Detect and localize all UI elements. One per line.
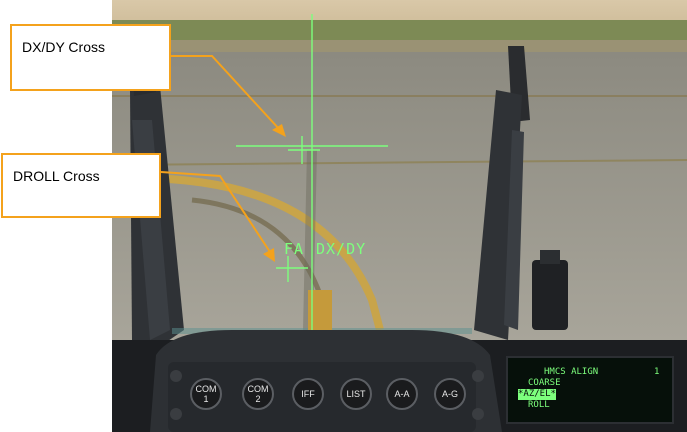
dxdy-arrow-line	[171, 55, 281, 131]
canopy-frame-right-inner	[504, 130, 524, 330]
taxiway-line	[112, 159, 687, 166]
ded-roll: ROLL	[528, 400, 550, 410]
com2-button[interactable]	[242, 378, 274, 410]
callout-droll-cross: DROLL Cross	[1, 153, 161, 218]
droll-arrow-head	[263, 248, 275, 262]
icp-screw	[472, 370, 484, 382]
icp-screw	[170, 408, 182, 420]
dxdy-arrow-head	[272, 124, 286, 137]
ded-page-indicator: 1	[654, 367, 660, 377]
callout-dxdy-cross: DX/DY Cross	[10, 24, 171, 91]
ag-label: A-G	[441, 389, 458, 399]
callout-droll-label: DROLL Cross	[13, 168, 100, 184]
hud-dxdy-label: DX/DY	[316, 240, 367, 258]
iff-button[interactable]	[292, 378, 324, 410]
iff-label: IFF	[301, 389, 315, 399]
taxi-line-shadow	[191, 197, 325, 301]
icp-buttons	[170, 370, 484, 420]
ded-azel-selected: *AZ/EL*	[518, 389, 556, 400]
taxi-line-yellow	[141, 174, 384, 332]
aa-label: A-A	[394, 389, 410, 399]
com1-label: COM 1	[195, 384, 217, 404]
com2-label: COM 2	[247, 384, 269, 404]
hud-symbology	[236, 14, 388, 330]
hud-fa-label: FA	[284, 240, 305, 258]
ag-button[interactable]	[434, 378, 466, 410]
ded-coarse: COARSE	[528, 378, 561, 388]
grass-strip	[112, 40, 687, 52]
list-button[interactable]	[340, 378, 372, 410]
aa-button[interactable]	[386, 378, 418, 410]
callout-dxdy-label: DX/DY Cross	[22, 39, 105, 55]
list-label: LIST	[346, 389, 366, 399]
callout-arrows	[160, 55, 281, 253]
ded-title: HMCS ALIGN	[544, 367, 599, 377]
hmcs-knob[interactable]	[540, 250, 560, 264]
hmcs-knob-housing	[532, 260, 568, 330]
ded-display: HMCS ALIGN 1 COARSE *AZ/EL* ROLL	[506, 356, 674, 424]
icp-screw	[472, 408, 484, 420]
icp-screw	[170, 370, 182, 382]
droll-arrow-line	[160, 171, 271, 253]
com1-button[interactable]	[190, 378, 222, 410]
